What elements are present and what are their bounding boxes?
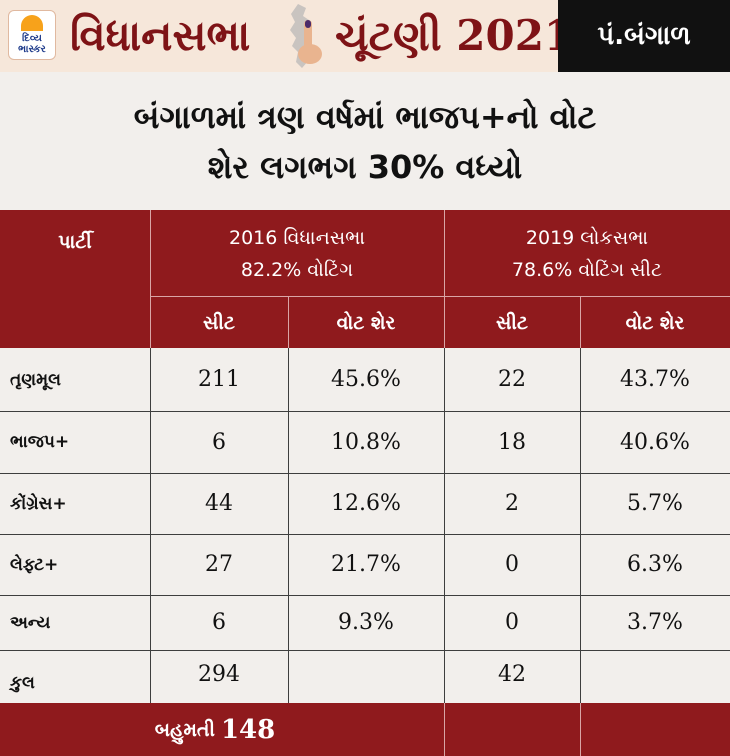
- sun-icon: [21, 15, 43, 31]
- share-2019: 5.7%: [627, 491, 683, 516]
- seats-2016: 44: [205, 491, 233, 516]
- sub-header-share-2016: વોટ શેર: [336, 312, 396, 334]
- state-label: પં.બંગાળ: [558, 0, 730, 72]
- seats-2016: 211: [198, 367, 240, 392]
- party-name: ભાજપ+: [10, 432, 70, 452]
- headline-line1: બંગાળમાં ત્રણ વર્ષમાં ભાજપ+નો વોટ: [133, 98, 597, 136]
- hdr-divider: [580, 296, 581, 348]
- footer-divider: [444, 703, 445, 756]
- seats-2019: 22: [498, 367, 526, 392]
- party-name: તૃણમૂલ: [10, 369, 61, 390]
- logo-line2: ભાસ્કર: [18, 44, 46, 55]
- sub-header-seat-2016: સીટ: [203, 312, 235, 334]
- group-2016-turnout: 82.2% વોટિંગ: [240, 259, 354, 281]
- row-line: [0, 411, 730, 412]
- party-column-header: પાર્ટી: [58, 231, 92, 253]
- hdr-divider: [288, 296, 289, 348]
- divya-bhaskar-logo: દિવ્ય ભાસ્કર: [8, 10, 56, 60]
- seats-2016: 6: [212, 610, 226, 635]
- share-2016: 10.8%: [331, 429, 401, 455]
- seats-2019: 0: [505, 610, 519, 635]
- group-2016-header: 2016 વિધાનસભા 82.2% વોટિંગ: [150, 214, 444, 294]
- sub-header-seat-2019: સીટ: [496, 312, 528, 334]
- seats-2019: 2: [505, 491, 519, 516]
- group-2019-title: 2019 લોકસભા: [525, 227, 649, 249]
- share-2019: 6.3%: [627, 552, 683, 577]
- share-2019: 40.6%: [620, 429, 690, 455]
- footer-bar: [0, 703, 730, 756]
- row-line: [0, 534, 730, 535]
- total-seats-2019: 42: [498, 661, 526, 687]
- hdr-divider: [150, 296, 730, 297]
- party-name: કોંગ્રેસ+: [10, 493, 67, 514]
- col-line: [150, 348, 151, 703]
- group-2016-title: 2016 વિધાનસભા: [229, 227, 365, 249]
- col-line: [580, 348, 581, 703]
- seats-2019: 0: [505, 552, 519, 577]
- header-title-part1: વિધાનસભા: [70, 11, 251, 60]
- seats-2016: 27: [205, 552, 233, 577]
- share-2016: 12.6%: [331, 491, 401, 516]
- headline: બંગાળમાં ત્રણ વર્ષમાં ભાજપ+નો વોટ શેર લગ…: [0, 92, 730, 192]
- hdr-divider: [444, 210, 445, 348]
- share-2016: 45.6%: [331, 367, 401, 392]
- group-2019-header: 2019 લોકસભા 78.6% વોટિંગ સીટ: [444, 214, 730, 294]
- group-2019-turnout: 78.6% વોટિંગ સીટ: [511, 259, 663, 281]
- header-bar: દિવ્ય ભાસ્કર વિધાનસભા ચૂંટણી 2021 પં.બંગ…: [0, 0, 730, 72]
- col-line: [288, 348, 289, 703]
- share-2019: 3.7%: [627, 610, 683, 635]
- seats-2019: 18: [498, 429, 526, 455]
- footer-divider: [580, 703, 581, 756]
- row-line: [0, 595, 730, 596]
- logo-line1: દિવ્ય: [22, 33, 42, 44]
- share-2016: 21.7%: [331, 552, 401, 577]
- sub-header-share-2019: વોટ શેર: [625, 312, 685, 334]
- share-2016: 9.3%: [338, 610, 394, 635]
- headline-line2: શેર લગભગ 30% વધ્યો: [207, 148, 523, 186]
- hdr-divider: [150, 210, 151, 348]
- row-line: [0, 650, 730, 651]
- majority-label: બહુમતી: [154, 718, 215, 741]
- col-line: [444, 348, 445, 703]
- seats-2016: 6: [212, 429, 226, 455]
- row-line: [0, 473, 730, 474]
- share-2019: 43.7%: [620, 367, 690, 392]
- party-name: અન્ય: [10, 612, 51, 633]
- majority-label-group: બહુમતી 148: [130, 703, 300, 756]
- total-label: કુલ: [10, 672, 35, 693]
- total-seats-2016: 294: [198, 661, 240, 687]
- party-name: લેફ્ટ+: [10, 554, 59, 575]
- voting-hand-map-icon: [290, 4, 322, 68]
- header-title-part2: ચૂંટણી 2021: [335, 11, 574, 60]
- table-header: [0, 210, 730, 348]
- majority-value: 148: [220, 714, 276, 745]
